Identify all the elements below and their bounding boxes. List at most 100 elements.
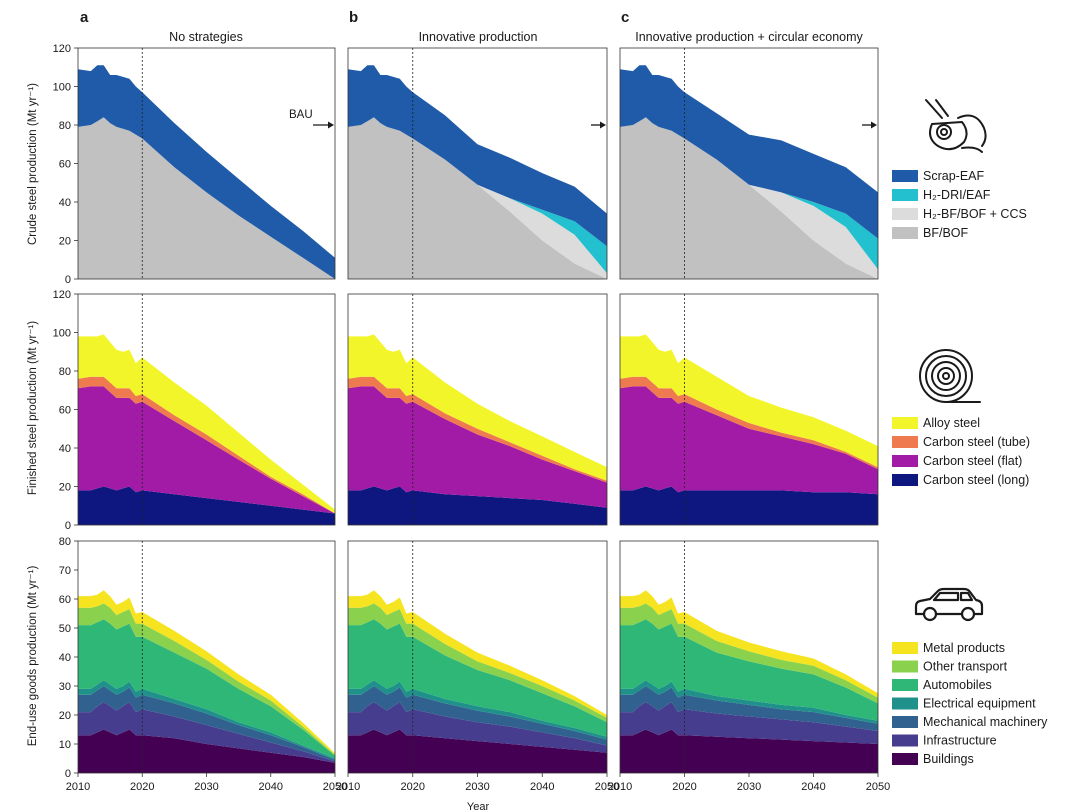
bau-arrowhead	[871, 121, 877, 129]
y-tick-label: 100	[53, 328, 71, 340]
panel-title-b: Innovative production	[419, 30, 538, 44]
legend-label-buildings: Buildings	[923, 752, 974, 766]
y-tick-label: 20	[59, 482, 71, 494]
y-tick-label: 80	[59, 366, 71, 378]
bau-arrowhead	[600, 121, 606, 129]
y-tick-label: 0	[65, 520, 71, 532]
area-automobiles	[620, 619, 878, 721]
x-tick-label: 2010	[336, 781, 360, 793]
panel-frame	[347, 293, 608, 526]
x-tick-label: 2020	[672, 781, 696, 793]
legend-swatch-bf-bof	[892, 227, 918, 239]
legend-swatch-carbon-steel-flat	[892, 455, 918, 467]
legend-swatch-mechanical-machinery	[892, 716, 918, 728]
panel-crude-a: 0 20 40 60 80 100 120	[53, 43, 336, 286]
bau-label: BAU	[289, 109, 313, 121]
ylabel-enduse: End-use goods production (Mt yr⁻¹)	[27, 566, 39, 747]
x-tick-label: 2050	[323, 781, 347, 793]
area-mechanical-machinery	[78, 686, 335, 762]
x-tick-label: 2010	[66, 781, 90, 793]
steel-coil-icon	[919, 349, 981, 403]
x-tick-label: 2040	[259, 781, 283, 793]
y-tick-label: 60	[59, 405, 71, 417]
legend-swatch-automobiles	[892, 679, 918, 691]
legend-label-mechanical-machinery: Mechanical machinery	[923, 715, 1048, 729]
area-mechanical-machinery	[348, 686, 607, 746]
legend-label-carbon-steel-long: Carbon steel (long)	[923, 473, 1029, 487]
x-tick-label: 2020	[401, 781, 425, 793]
panel-title-a: No strategies	[169, 30, 243, 44]
y-tick-label: 100	[53, 82, 71, 94]
area-other-transport	[78, 603, 335, 756]
y-tick-label: 120	[53, 289, 71, 301]
y-tick-label: 20	[59, 710, 71, 722]
y-tick-label: 50	[59, 623, 71, 635]
legend-label-carbon-steel-tube: Carbon steel (tube)	[923, 435, 1030, 449]
y-tick-label: 70	[59, 565, 71, 577]
legend-swatch-metal-products	[892, 642, 918, 654]
y-tick-label: 0	[65, 768, 71, 780]
legend-label-h-bf-bof-ccs: H₂-BF/BOF + CCS	[923, 207, 1027, 221]
legend-label-alloy-steel: Alloy steel	[923, 416, 980, 430]
x-tick-label: 2040	[530, 781, 554, 793]
panel-finished-c	[619, 293, 879, 526]
legend-label-infrastructure: Infrastructure	[923, 734, 997, 748]
xlabel: Year	[467, 801, 490, 812]
area-automobiles	[348, 619, 607, 737]
panel-letter-c: c	[621, 9, 629, 26]
legend-swatch-carbon-steel-long	[892, 474, 918, 486]
panel-crude-c	[619, 47, 879, 280]
panel-letter-a: a	[80, 9, 89, 26]
y-tick-label: 120	[53, 43, 71, 55]
ylabel-finished: Finished steel production (Mt yr⁻¹)	[27, 321, 39, 495]
area-h-bf-bof-ccs	[348, 117, 607, 279]
ylabel-crude: Crude steel production (Mt yr⁻¹)	[27, 83, 39, 245]
legends-layer: Scrap-EAF H₂-DRI/EAF H₂-BF/BOF + CCS BF/BOF…	[892, 169, 1048, 766]
legend-finished: Alloy steel Carbon steel (tube) Carbon ste…	[892, 416, 1030, 487]
panel-frame	[619, 293, 879, 526]
x-tick-label: 2050	[866, 781, 890, 793]
legend-label-scrap-eaf: Scrap-EAF	[923, 169, 984, 183]
area-carbon-steel-flat	[348, 386, 607, 508]
legend-swatch-h-dri-eaf	[892, 189, 918, 201]
x-tick-label: 2030	[194, 781, 218, 793]
area-carbon-steel-tube	[348, 376, 607, 483]
legend-swatch-infrastructure	[892, 734, 918, 747]
legend-swatch-carbon-steel-tube	[892, 436, 918, 448]
area-bf-bof	[78, 117, 335, 279]
x-tick-label: 2010	[608, 781, 632, 793]
legend-swatch-buildings	[892, 753, 918, 765]
legend-label-carbon-steel-flat: Carbon steel (flat)	[923, 454, 1022, 468]
panel-enduse-c: 2010 2020 2030 2040 2050	[608, 540, 890, 793]
legend-swatch-electrical-equipment	[892, 697, 918, 710]
legend-label-h-dri-eaf: H₂-DRI/EAF	[923, 188, 991, 202]
panel-finished-b	[347, 293, 608, 526]
area-other-transport	[620, 603, 878, 704]
legend-label-metal-products: Metal products	[923, 641, 1005, 655]
ladle-icon	[925, 99, 987, 153]
y-tick-label: 30	[59, 681, 71, 693]
y-tick-label: 80	[59, 536, 71, 548]
bau-arrowhead	[328, 121, 334, 129]
area-scrap-eaf	[78, 65, 335, 279]
y-tick-label: 80	[59, 120, 71, 132]
y-tick-label: 20	[59, 236, 71, 248]
x-tick-label: 2030	[465, 781, 489, 793]
y-tick-label: 0	[65, 274, 71, 286]
panel-frame	[347, 47, 608, 280]
y-tick-label: 10	[59, 739, 71, 751]
legend-swatch-alloy-steel	[892, 417, 918, 429]
x-tick-label: 2020	[130, 781, 154, 793]
legend-enduse: Metal products Other transport Automobiles…	[892, 641, 1048, 766]
y-tick-label: 60	[59, 159, 71, 171]
y-tick-label: 60	[59, 594, 71, 606]
charts-layer: 0204060801001200204060801001200102030405…	[53, 43, 891, 793]
y-tick-label: 40	[59, 197, 71, 209]
legend-crude: Scrap-EAF H₂-DRI/EAF H₂-BF/BOF + CCS BF/BOF	[892, 169, 1027, 240]
panel-frame	[619, 47, 879, 280]
panel-letter-b: b	[349, 9, 358, 26]
x-tick-label: 2040	[801, 781, 825, 793]
panel-crude-b	[347, 47, 608, 280]
